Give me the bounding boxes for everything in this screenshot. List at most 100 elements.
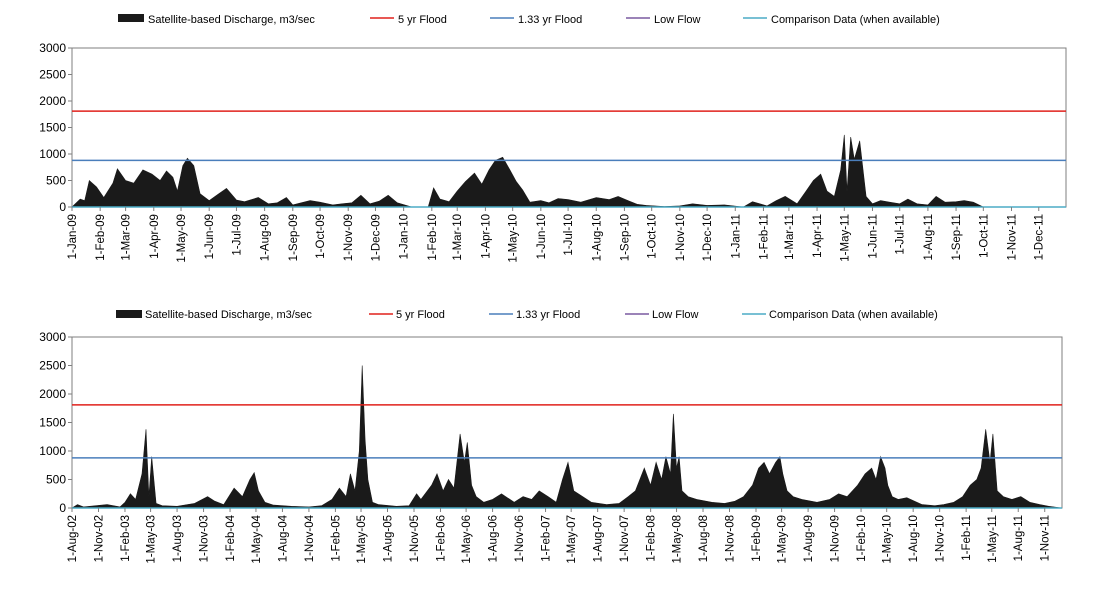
x-tick-label: 1-Nov-08 xyxy=(725,515,737,562)
x-tick-label: 1-Feb-10 xyxy=(856,515,868,562)
x-tick-label: 1-Nov-10 xyxy=(935,515,947,562)
plot-border xyxy=(71,47,1067,208)
x-tick-label: 1-Jun-11 xyxy=(868,214,880,259)
x-tick-label: 1-Feb-11 xyxy=(758,214,770,260)
x-tick-label: 1-Apr-10 xyxy=(480,214,492,259)
x-tick-label: 1-Aug-02 xyxy=(67,515,79,562)
y-tick-label: 3000 xyxy=(39,41,66,55)
y-tick-label: 1500 xyxy=(39,121,66,135)
x-tick-label: 1-Nov-10 xyxy=(675,214,687,261)
legend-swatch-discharge xyxy=(116,310,142,318)
x-tick-label: 1-Aug-11 xyxy=(923,214,935,260)
x-tick-label: 1-Nov-02 xyxy=(94,515,106,562)
y-tick-label: 3000 xyxy=(39,330,66,344)
x-tick-label: 1-Sep-11 xyxy=(951,214,963,260)
y-tick-label: 2000 xyxy=(39,387,66,401)
legend-label-flood5: 5 yr Flood xyxy=(396,309,445,321)
legend-label-flood133: 1.33 yr Flood xyxy=(516,309,580,321)
x-tick-label: 1-Aug-10 xyxy=(908,515,920,562)
x-tick-label: 1-Jan-09 xyxy=(67,214,79,259)
legend-label-flood5: 5 yr Flood xyxy=(398,14,447,26)
legend: Satellite-based Discharge, m3/sec 5 yr F… xyxy=(118,14,940,26)
y-tick-label: 1000 xyxy=(39,444,66,458)
legend-label-lowflow: Low Flow xyxy=(652,309,699,321)
x-tick-label: 1-Aug-09 xyxy=(803,515,815,562)
legend-label-flood133: 1.33 yr Flood xyxy=(518,14,582,26)
x-tick-label: 1-Feb-05 xyxy=(330,515,342,562)
x-tick-label: 1-Feb-08 xyxy=(646,515,658,562)
x-tick-label: 1-Feb-09 xyxy=(95,214,107,261)
x-tick-label: 1-Aug-11 xyxy=(1013,515,1025,561)
x-tick-label: 1-Mar-09 xyxy=(121,214,133,261)
y-tick-label: 1500 xyxy=(39,416,66,430)
x-tick-label: 1-May-10 xyxy=(882,515,894,564)
x-tick-label: 1-Sep-09 xyxy=(288,214,300,261)
x-tick-label: 1-Aug-05 xyxy=(383,515,395,562)
x-tick-label: 1-Nov-09 xyxy=(830,515,842,562)
x-tick-label: 1-Sep-10 xyxy=(619,214,631,261)
x-tick-label: 1-Dec-09 xyxy=(371,214,383,261)
x-tick-label: 1-Mar-11 xyxy=(784,214,796,260)
x-tick-label: 1-May-08 xyxy=(672,515,684,564)
y-tick-label: 0 xyxy=(59,200,66,214)
y-tick-label: 2000 xyxy=(39,94,66,108)
x-tick-label: 1-Nov-06 xyxy=(514,515,526,562)
x-tick-label: 1-Apr-09 xyxy=(149,214,161,259)
x-tick-label: 1-May-11 xyxy=(987,515,999,563)
legend-swatch-discharge xyxy=(118,14,144,22)
x-tick-label: 1-Jan-11 xyxy=(730,214,742,259)
x-tick-label: 1-Jul-11 xyxy=(895,214,907,255)
y-tick-label: 500 xyxy=(46,174,66,188)
y-tick-label: 2500 xyxy=(39,359,66,373)
x-tick-label: 1-Nov-11 xyxy=(1007,214,1019,260)
x-tick-label: 1-May-03 xyxy=(146,515,158,564)
legend: Satellite-based Discharge, m3/sec 5 yr F… xyxy=(116,309,938,321)
x-tick-label: 1-May-05 xyxy=(356,515,368,564)
x-tick-label: 1-May-09 xyxy=(176,214,188,263)
x-tick-label: 1-Aug-10 xyxy=(591,214,603,261)
y-tick-label: 1000 xyxy=(39,147,66,161)
x-tick-label: 1-Nov-05 xyxy=(409,515,421,562)
x-tick-label: 1-Nov-04 xyxy=(304,514,316,562)
x-tick-label: 1-May-11 xyxy=(839,214,851,262)
x-tick-label: 1-Feb-07 xyxy=(541,515,553,562)
x-tick-label: 1-Aug-09 xyxy=(260,214,272,261)
x-tick-label: 1-Aug-03 xyxy=(172,515,184,562)
x-tick-label: 1-Nov-03 xyxy=(199,515,211,562)
x-tick-label: 1-Feb-06 xyxy=(436,515,448,562)
x-tick-label: 1-Jul-09 xyxy=(232,214,244,256)
x-tick-label: 1-Nov-07 xyxy=(619,515,631,562)
legend-label-lowflow: Low Flow xyxy=(654,14,701,26)
chart-bottom: Satellite-based Discharge, m3/sec 5 yr F… xyxy=(39,309,1063,564)
x-tick-label: 1-Feb-09 xyxy=(751,515,763,562)
legend-label-discharge: Satellite-based Discharge, m3/sec xyxy=(148,14,315,26)
x-tick-label: 1-Jun-10 xyxy=(536,214,548,259)
x-tick-label: 1-Jun-09 xyxy=(204,214,216,259)
x-tick-label: 1-Nov-09 xyxy=(343,214,355,261)
x-tick-label: 1-Mar-10 xyxy=(452,214,464,261)
x-tick-label: 1-Apr-11 xyxy=(812,214,824,258)
x-tick-label: 1-Oct-09 xyxy=(315,214,327,259)
x-tick-label: 1-May-10 xyxy=(508,214,520,263)
x-tick-label: 1-Aug-04 xyxy=(277,514,289,562)
legend-label-comparison: Comparison Data (when available) xyxy=(771,14,940,26)
y-tick-label: 500 xyxy=(46,473,66,487)
y-tick-label: 0 xyxy=(59,501,66,515)
x-tick-label: 1-Jan-10 xyxy=(399,214,411,259)
x-tick-label: 1-May-09 xyxy=(777,515,789,564)
x-tick-label: 1-Aug-08 xyxy=(698,515,710,562)
x-tick-label: 1-Oct-10 xyxy=(647,214,659,259)
x-tick-label: 1-Aug-06 xyxy=(488,515,500,562)
y-tick-label: 2500 xyxy=(39,68,66,82)
x-tick-label: 1-May-04 xyxy=(251,514,263,563)
plot-area-top: 0 500 1000 1500 2000 2500 3000 1-Jan-09 1-Feb-09… xyxy=(39,41,1067,263)
x-tick-label: 1-Feb-11 xyxy=(961,515,973,561)
chart-top: Satellite-based Discharge, m3/sec 5 yr F… xyxy=(39,14,1067,263)
x-tick-label: 1-Jul-10 xyxy=(563,214,575,256)
x-tick-label: 1-May-06 xyxy=(461,515,473,564)
x-tick-label: 1-Oct-11 xyxy=(978,214,990,258)
legend-label-discharge: Satellite-based Discharge, m3/sec xyxy=(145,309,312,321)
x-tick-label: 1-Feb-10 xyxy=(427,214,439,261)
x-tick-label: 1-Feb-04 xyxy=(225,514,237,561)
